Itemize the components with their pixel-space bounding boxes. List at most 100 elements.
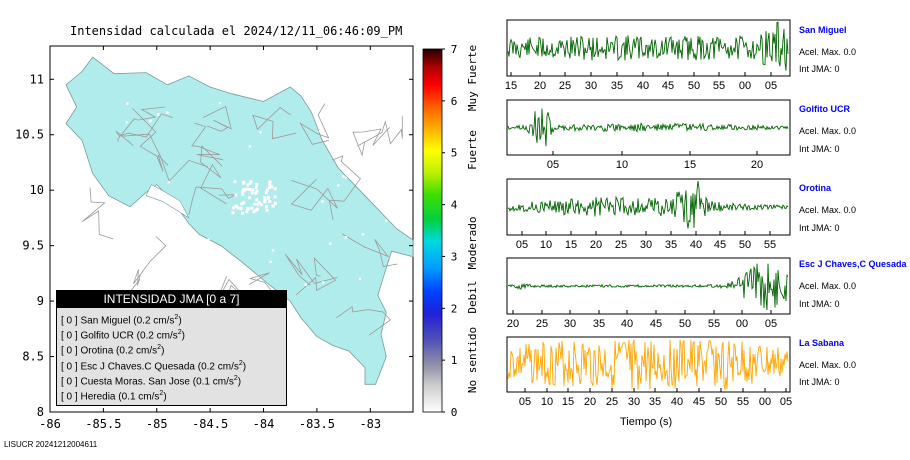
trace-tick-label: 20	[534, 80, 546, 92]
colorbar-tick-label: 5	[451, 147, 458, 160]
town-marker	[232, 257, 235, 260]
road	[200, 145, 227, 205]
legend-accel-close: )	[161, 345, 165, 357]
town-marker	[270, 185, 274, 189]
station-name: Golfito UCR	[799, 104, 850, 114]
town-marker	[207, 238, 210, 241]
jma-intensity-label: Int JMA: 0	[799, 64, 840, 74]
road	[81, 187, 114, 240]
road	[299, 103, 330, 145]
legend-accel: (0.1 cm/s	[192, 376, 234, 388]
legend-accel-close: )	[181, 330, 185, 342]
town-marker	[245, 210, 249, 214]
town-marker	[242, 201, 246, 205]
trace-tick-label: 05	[519, 396, 531, 408]
trace-tick-label: 50	[679, 318, 691, 330]
trace-tick-label: 05	[547, 159, 559, 171]
colorbar-tick-label: 0	[451, 406, 458, 419]
town-marker	[143, 285, 146, 289]
trace-tick-label: 10	[540, 239, 552, 251]
trace-tick-label: 50	[739, 239, 751, 251]
x-tick-label: -85	[146, 417, 168, 431]
town-marker	[273, 195, 277, 199]
trace-tick-label: 10	[541, 396, 553, 408]
jma-intensity-label: Int JMA: 0	[799, 299, 840, 309]
town-marker	[241, 190, 245, 194]
town-marker	[246, 183, 250, 187]
town-marker	[372, 111, 375, 114]
town-marker	[205, 249, 209, 252]
colorbar-tick-label: 1	[451, 354, 458, 367]
town-marker	[195, 278, 199, 282]
trace-tick-label: 35	[649, 396, 661, 408]
town-marker	[231, 211, 235, 215]
trace-tick-label: 45	[693, 396, 705, 408]
road	[341, 233, 398, 267]
trace-tick-label: 20	[751, 159, 763, 171]
town-marker	[232, 206, 236, 210]
gulf-of-nicoya	[145, 184, 190, 219]
legend-unit-exponent: 2	[157, 344, 162, 352]
legend-unit-exponent: 2	[238, 359, 243, 367]
seismogram-trace	[507, 108, 789, 147]
road	[115, 113, 173, 146]
town-marker	[249, 180, 253, 184]
legend-accel: (0.2 cm/s	[133, 315, 175, 327]
legend-station: Golfito UCR	[80, 330, 134, 342]
max-accel-label: Acel. Max. 0.0	[799, 47, 857, 57]
town-marker	[344, 235, 348, 239]
y-tick-label: 11	[30, 72, 44, 86]
x-tick-label: -85.5	[85, 417, 121, 431]
town-marker	[269, 260, 273, 264]
x-tick-label: -83	[359, 417, 381, 431]
road	[133, 236, 167, 286]
legend-intensity: [ 0 ]	[61, 391, 78, 403]
town-marker	[318, 129, 322, 133]
y-tick-label: 9.5	[22, 239, 44, 253]
town-marker	[248, 187, 252, 191]
jma-intensity-label: Int JMA: 0	[799, 144, 840, 154]
colorbar-category: Muy Fuerte	[466, 45, 479, 111]
y-tick-label: 10.5	[15, 128, 44, 142]
legend-intensity: [ 0 ]	[61, 315, 78, 327]
town-marker	[361, 233, 365, 236]
y-tick-label: 8.5	[22, 350, 44, 364]
town-marker	[321, 281, 325, 284]
colorbar-category: Debil	[466, 280, 479, 313]
trace-tick-label: 35	[665, 239, 677, 251]
town-marker	[264, 205, 268, 209]
town-marker	[117, 244, 120, 248]
jma-intensity-label: Int JMA: 0	[799, 377, 840, 387]
road	[117, 106, 166, 142]
town-marker	[304, 283, 307, 286]
max-accel-label: Acel. Max. 0.0	[799, 126, 857, 136]
town-marker	[149, 119, 152, 123]
road	[336, 305, 391, 336]
legend-item: [ 0 ] Heredia (0.1 cm/s2)	[61, 390, 167, 402]
town-marker	[268, 185, 272, 189]
road	[191, 122, 224, 161]
town-marker	[156, 112, 160, 116]
town-marker	[337, 184, 340, 187]
town-marker	[166, 111, 169, 115]
town-marker	[328, 242, 332, 245]
town-marker	[274, 201, 278, 205]
legend-item: [ 0 ] Esc J Chaves.C Quesada (0.2 cm/s2)	[61, 360, 246, 372]
town-marker	[268, 180, 272, 184]
legend-item: [ 0 ] Orotina (0.2 cm/s2)	[61, 344, 164, 356]
road	[357, 116, 403, 147]
legend-accel-close: )	[237, 376, 242, 388]
legend-intensity: [ 0 ]	[61, 345, 78, 357]
town-marker	[344, 176, 347, 180]
town-marker	[384, 300, 387, 303]
y-tick-label: 8	[37, 405, 44, 419]
trace-tick-label: 55	[764, 239, 776, 251]
town-marker	[255, 189, 259, 193]
town-marker	[307, 356, 310, 359]
colorbar-tick-label: 3	[451, 250, 458, 263]
trace-tick-label: 30	[585, 80, 597, 92]
town-marker	[263, 197, 267, 201]
town-marker	[240, 202, 244, 206]
trace-tick-label: 00	[736, 318, 748, 330]
road	[284, 253, 338, 286]
